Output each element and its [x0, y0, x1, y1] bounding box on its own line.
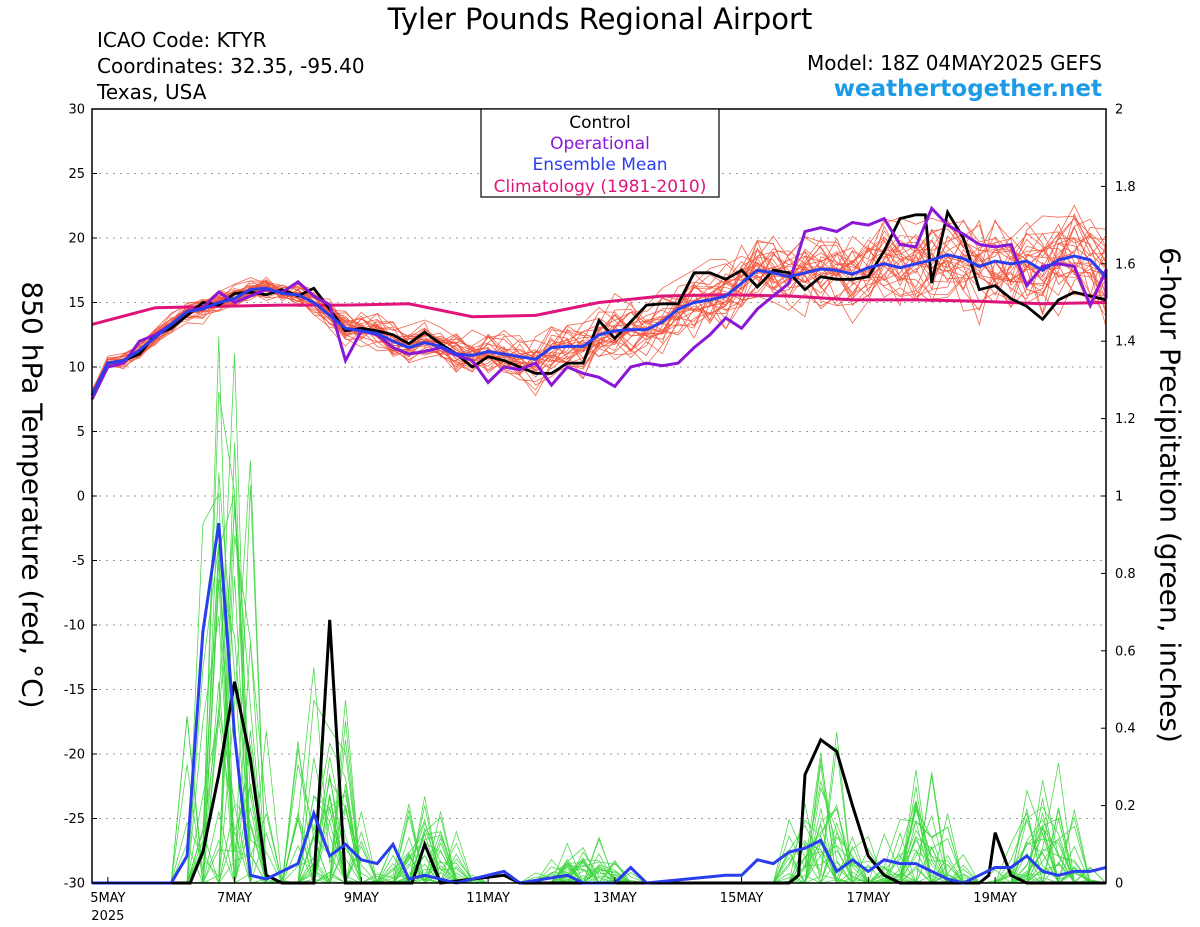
- axis-ticks: 302520151050-5-10-15-20-25-3021.81.61.41…: [64, 103, 1136, 925]
- temp-member-line: [91, 226, 1107, 397]
- legend-operational: Operational: [550, 134, 650, 154]
- y-tick-label-left: 20: [68, 232, 85, 247]
- legend: Control Operational Ensemble Mean Climat…: [480, 108, 720, 198]
- y-tick-label-left: -25: [64, 812, 85, 827]
- x-tick-label: 7MAY: [217, 891, 252, 906]
- y-tick-label-right: 1.8: [1115, 180, 1136, 195]
- y-tick-label-left: -20: [64, 748, 85, 763]
- temp-member-line: [91, 237, 1107, 398]
- x-tick-label: 13MAY: [593, 891, 637, 906]
- temp-member-line: [91, 223, 1107, 395]
- coordinates: Coordinates: 32.35, -95.40: [97, 54, 365, 78]
- temp-member-line: [91, 221, 1107, 392]
- y-tick-label-right: 1.6: [1115, 257, 1136, 272]
- temp-member-line: [91, 236, 1107, 393]
- climatology-line: [91, 293, 1107, 326]
- temp-member-line: [91, 239, 1107, 396]
- y-tick-label-left: -5: [72, 554, 85, 569]
- temp-control-line: [90, 208, 1107, 397]
- y-tick-label-right: 1.4: [1115, 335, 1136, 350]
- chart-title: Tyler Pounds Regional Airport: [387, 2, 813, 36]
- temp-member-line: [91, 235, 1107, 399]
- precip-member-line: [92, 616, 1106, 884]
- x-tick-label: 15MAY: [720, 891, 764, 906]
- y-tick-label-left: -10: [64, 619, 85, 634]
- y-tick-label-left: 30: [68, 103, 85, 118]
- legend-control: Control: [569, 113, 630, 133]
- y-tick-label-right: 0.4: [1115, 722, 1136, 737]
- temp-member-line: [91, 217, 1107, 398]
- y-tick-label-right: 1: [1115, 490, 1123, 505]
- y-tick-label-right: 2: [1115, 103, 1123, 118]
- x-tick-label: 9MAY: [344, 891, 379, 906]
- y-tick-label-right: 0: [1115, 877, 1123, 892]
- y-axis-label-right: 6-hour Precipitation (green, inches): [1153, 247, 1187, 743]
- temp-member-line: [91, 226, 1107, 399]
- y-tick-label-left: 15: [68, 296, 85, 311]
- y-tick-label-right: 0.6: [1115, 644, 1136, 659]
- y-tick-label-left: -15: [64, 683, 85, 698]
- x-tick-label: 17MAY: [847, 891, 891, 906]
- legend-climatology: Climatology (1981-2010): [494, 177, 707, 197]
- x-tick-label: 19MAY: [973, 891, 1017, 906]
- precip-member-line: [92, 777, 1106, 884]
- y-axis-label-left: 850 hPa Temperature (red, °C): [15, 281, 49, 709]
- legend-ensemble-mean: Ensemble Mean: [532, 155, 667, 175]
- legend-box: [480, 108, 720, 198]
- temp-mean-line: [90, 253, 1108, 397]
- temp-member-line: [91, 225, 1107, 396]
- y-tick-label-right: 0.8: [1115, 567, 1136, 582]
- site-link[interactable]: weathertogether.net: [833, 76, 1102, 102]
- x-tick-label: 5MAY: [90, 891, 125, 906]
- temp-member-line: [91, 218, 1107, 398]
- region: Texas, USA: [97, 80, 207, 104]
- x-tick-sublabel: 2025: [91, 909, 124, 924]
- precip-member-line: [92, 543, 1107, 884]
- precip-ensemble-members: [92, 336, 1107, 885]
- temp-member-line: [91, 215, 1107, 398]
- y-tick-label-left: 0: [77, 490, 85, 505]
- model-run: Model: 18Z 04MAY2025 GEFS: [807, 51, 1102, 75]
- y-tick-label-right: 1.2: [1115, 412, 1136, 427]
- icao-code: ICAO Code: KTYR: [97, 28, 267, 52]
- y-tick-label-left: -30: [64, 877, 85, 892]
- y-tick-label-right: 0.2: [1115, 799, 1136, 814]
- y-tick-label-left: 10: [68, 361, 85, 376]
- y-tick-label-left: 5: [77, 425, 85, 440]
- y-tick-label-left: 25: [68, 167, 85, 182]
- main-series: [90, 205, 1108, 885]
- x-tick-label: 11MAY: [466, 891, 510, 906]
- precip-member-line: [92, 498, 1106, 884]
